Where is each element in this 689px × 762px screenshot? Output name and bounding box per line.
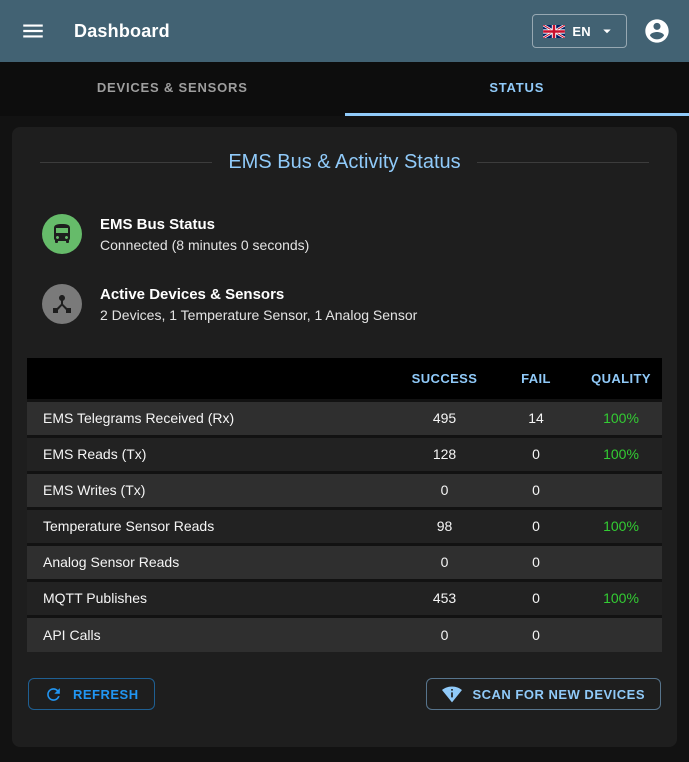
table-row: EMS Reads (Tx) 128 0 100% <box>27 436 662 472</box>
bus-icon <box>42 214 82 254</box>
chevron-down-icon <box>598 22 616 40</box>
divider <box>40 162 213 163</box>
row-name: API Calls <box>27 616 397 652</box>
status-card: EMS Bus & Activity Status EMS Bus Status… <box>12 127 677 747</box>
refresh-button-label: REFRESH <box>73 686 139 702</box>
activity-table: SUCCESS FAIL QUALITY EMS Telegrams Recei… <box>27 358 662 652</box>
row-name: Temperature Sensor Reads <box>27 508 397 544</box>
menu-button[interactable] <box>16 14 50 48</box>
row-success-value: 0 <box>397 472 492 508</box>
status-items: EMS Bus Status Connected (8 minutes 0 se… <box>42 214 647 324</box>
row-success-value: 453 <box>397 580 492 616</box>
row-quality-value: 100% <box>580 400 662 436</box>
item-title: EMS Bus Status <box>100 215 216 233</box>
menu-icon <box>20 18 46 44</box>
scan-devices-button-label: SCAN FOR NEW DEVICES <box>472 686 645 702</box>
item-subtitle: Connected (8 minutes 0 seconds) <box>100 236 310 253</box>
row-name: EMS Writes (Tx) <box>27 472 397 508</box>
row-name: EMS Telegrams Received (Rx) <box>27 400 397 436</box>
card-title: EMS Bus & Activity Status <box>228 151 461 173</box>
table-row: EMS Telegrams Received (Rx) 495 14 100% <box>27 400 662 436</box>
row-fail-value: 0 <box>492 436 580 472</box>
status-table-body: EMS Telegrams Received (Rx) 495 14 100% … <box>27 400 662 652</box>
row-name: Analog Sensor Reads <box>27 544 397 580</box>
row-success-value: 495 <box>397 400 492 436</box>
table-row: Analog Sensor Reads 0 0 <box>27 544 662 580</box>
refresh-icon <box>44 685 63 704</box>
row-fail-value: 0 <box>492 616 580 652</box>
uk-flag-icon <box>543 24 566 38</box>
table-row: API Calls 0 0 <box>27 616 662 652</box>
scan-devices-button[interactable]: SCAN FOR NEW DEVICES <box>426 678 661 710</box>
account-button[interactable] <box>639 13 675 49</box>
row-fail-value: 0 <box>492 472 580 508</box>
row-success-value: 128 <box>397 436 492 472</box>
row-fail-value: 0 <box>492 508 580 544</box>
row-fail-value: 0 <box>492 580 580 616</box>
row-name: EMS Reads (Tx) <box>27 436 397 472</box>
language-selector[interactable]: EN <box>532 14 627 48</box>
column-header-quality: QUALITY <box>580 358 662 400</box>
table-row: EMS Writes (Tx) 0 0 <box>27 472 662 508</box>
divider <box>476 162 649 163</box>
table-row: MQTT Publishes 453 0 100% <box>27 580 662 616</box>
item-title: Active Devices & Sensors <box>100 285 285 303</box>
active-devices-item: Active Devices & Sensors 2 Devices, 1 Te… <box>42 284 647 324</box>
column-header-fail: FAIL <box>492 358 580 400</box>
row-success-value: 98 <box>397 508 492 544</box>
app-bar: Dashboard EN <box>0 0 689 62</box>
ems-bus-status-item: EMS Bus Status Connected (8 minutes 0 se… <box>42 214 647 254</box>
row-success-value: 0 <box>397 616 492 652</box>
scan-wifi-icon <box>442 684 463 704</box>
tab-devices-sensors[interactable]: DEVICES & SENSORS <box>96 79 248 95</box>
page-title: Dashboard <box>74 20 170 41</box>
row-quality-value <box>580 472 662 508</box>
column-header-success: SUCCESS <box>397 358 492 400</box>
tab-status[interactable]: STATUS <box>489 79 545 95</box>
item-subtitle: 2 Devices, 1 Temperature Sensor, 1 Analo… <box>100 306 418 323</box>
account-circle-icon <box>643 17 671 45</box>
refresh-button[interactable]: REFRESH <box>28 678 155 710</box>
row-quality-value <box>580 544 662 580</box>
card-title-row: EMS Bus & Activity Status <box>40 151 649 174</box>
tab-bar: DEVICES & SENSORS STATUS <box>0 62 689 116</box>
row-quality-value: 100% <box>580 436 662 472</box>
row-name: MQTT Publishes <box>27 580 397 616</box>
row-fail-value: 0 <box>492 544 580 580</box>
row-fail-value: 14 <box>492 400 580 436</box>
row-quality-value: 100% <box>580 580 662 616</box>
row-success-value: 0 <box>397 544 492 580</box>
language-label: EN <box>572 23 591 39</box>
column-header-name <box>27 358 397 400</box>
table-row: Temperature Sensor Reads 98 0 100% <box>27 508 662 544</box>
row-quality-value: 100% <box>580 508 662 544</box>
row-quality-value <box>580 616 662 652</box>
active-tab-indicator <box>344 113 689 116</box>
card-actions: REFRESH SCAN FOR NEW DEVICES <box>28 678 661 710</box>
table-header-row: SUCCESS FAIL QUALITY <box>27 358 662 400</box>
device-hub-icon <box>42 284 82 324</box>
